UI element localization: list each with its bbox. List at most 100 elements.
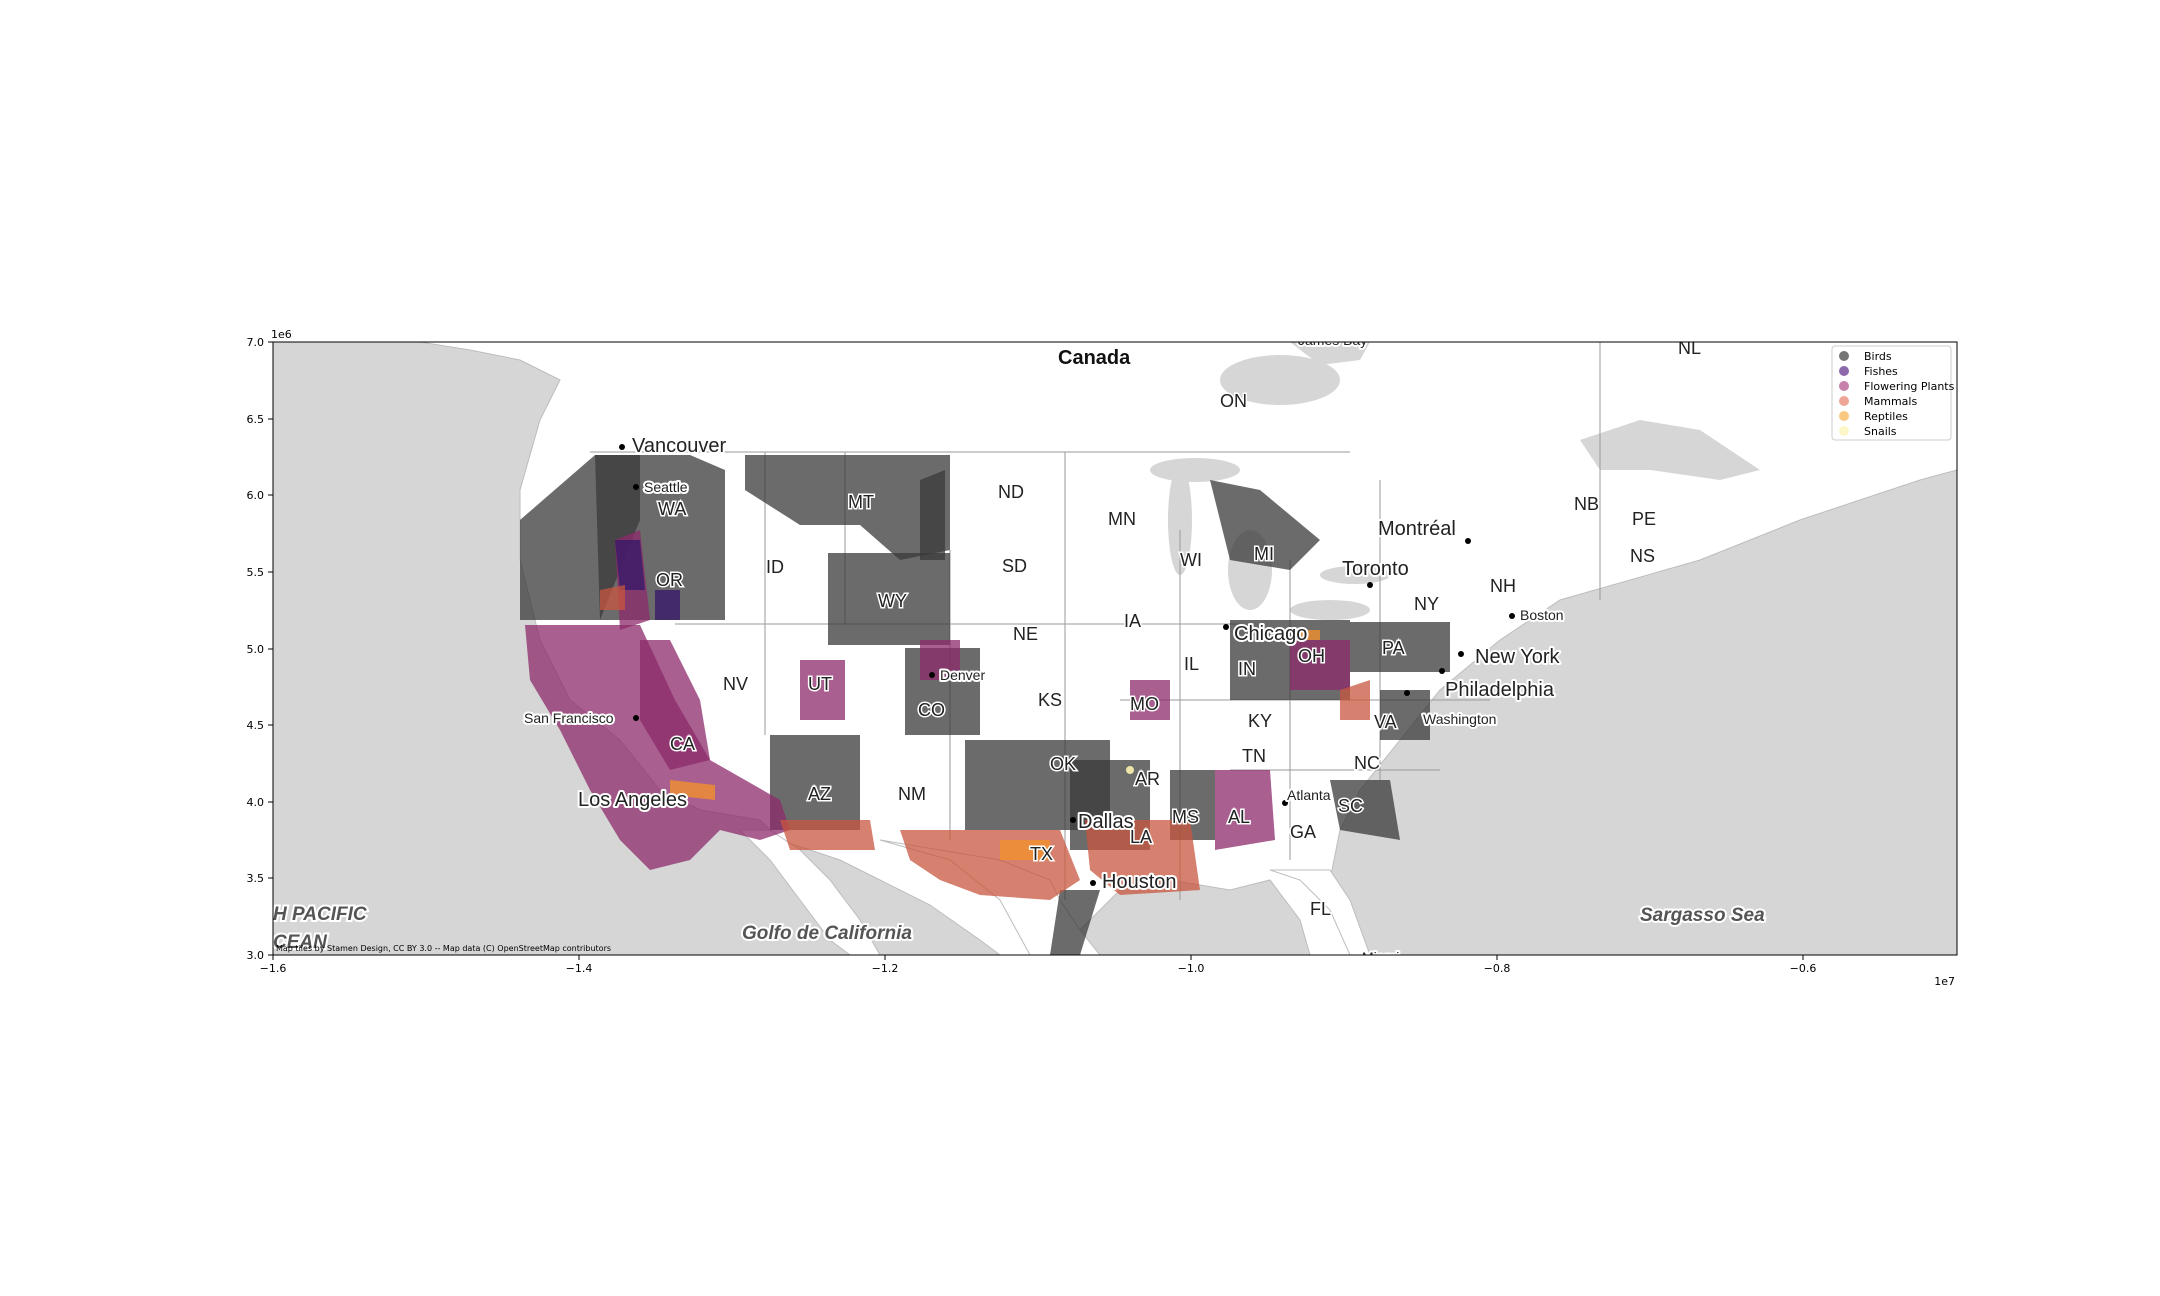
legend-items: Birds Fishes Flowering Plants Mammals Reptil…: [1839, 350, 1955, 438]
city-label-washington: Washington: [1423, 711, 1496, 727]
legend-marker-birds: [1839, 351, 1849, 361]
sea-label-golfo: Golfo de California: [742, 923, 912, 944]
state-label-ca: CA: [670, 734, 695, 754]
state-label-ut: UT: [808, 674, 832, 694]
james-bay: [1290, 342, 1370, 365]
y-exponent-label: 1e6: [271, 328, 292, 341]
sea-label-pacific-2: CEAN: [273, 932, 328, 953]
state-label-nd: ND: [998, 482, 1024, 502]
state-labels: WA OR CA ID NV UT AZ MT WY CO NM ND SD N…: [655, 338, 1703, 921]
country-label: Canada: [1058, 347, 1131, 369]
city-label-atlanta: Atlanta: [1287, 787, 1331, 803]
state-label-ms: MS: [1172, 807, 1199, 827]
state-label-ns: NS: [1630, 546, 1655, 566]
state-label-nh: NH: [1490, 576, 1516, 596]
y-tick-label: 7.0: [247, 336, 265, 349]
legend-marker-mammals: [1839, 396, 1849, 406]
state-label-mn: MN: [1108, 509, 1136, 529]
x-tick-label: −0.8: [1484, 962, 1511, 975]
attribution-text: Map tiles by Stamen Design, CC BY 3.0 --…: [276, 944, 611, 953]
partial-top-label: James Bay: [1298, 332, 1367, 348]
state-label-la: LA: [1130, 827, 1152, 847]
city-label-chicago: Chicago: [1234, 623, 1307, 645]
legend-label: Birds: [1864, 350, 1892, 363]
state-label-sc: SC: [1338, 796, 1363, 816]
legend-label: Snails: [1864, 425, 1897, 438]
state-label-mi: MI: [1254, 544, 1274, 564]
x-tick-label: −1.6: [260, 962, 287, 975]
city-label-seattle: Seattle: [644, 479, 688, 495]
state-label-id: ID: [766, 557, 784, 577]
state-label-wy: WY: [878, 591, 907, 611]
city-label-dallas: Dallas: [1078, 811, 1134, 833]
state-label-ia: IA: [1124, 611, 1141, 631]
series-fishes: [615, 540, 680, 620]
state-label-in: IN: [1238, 659, 1256, 679]
city-label-toronto: Toronto: [1342, 558, 1409, 580]
state-label-pa: PA: [1382, 638, 1405, 658]
city-label-montreal: Montréal: [1378, 518, 1456, 540]
city-label-miami: Miami: [1362, 949, 1399, 965]
state-label-nc: NC: [1354, 753, 1380, 773]
state-label-or: OR: [656, 570, 683, 590]
city-label-houston: Houston: [1102, 871, 1177, 893]
legend-box: [1831, 345, 1952, 441]
map-area: Canada James Bay H PACIFIC CEAN Golfo de…: [273, 332, 1957, 965]
state-label-nv: NV: [723, 674, 748, 694]
city-label-new-york: New York: [1475, 646, 1560, 668]
state-label-ks: KS: [1038, 690, 1062, 710]
state-label-ok: OK: [1050, 754, 1076, 774]
state-label-tn: TN: [1242, 746, 1266, 766]
sea-label-sargasso: Sargasso Sea: [1640, 905, 1765, 926]
city-markers: [619, 444, 1515, 886]
sea-label-pacific-1: H PACIFIC: [273, 904, 367, 925]
city-label-philadelphia: Philadelphia: [1445, 679, 1555, 701]
x-exponent-label: 1e7: [1934, 975, 1955, 988]
legend: Birds Fishes Flowering Plants Mammals Reptil…: [1831, 345, 1955, 441]
state-label-va: VA: [1374, 712, 1397, 732]
legend-label: Flowering Plants: [1864, 380, 1955, 393]
legend-marker-reptiles: [1839, 411, 1849, 421]
city-label-san-francisco: San Francisco: [524, 710, 614, 726]
state-label-tx: TX: [1030, 844, 1053, 864]
legend-marker-fishes: [1839, 366, 1849, 376]
city-label-los-angeles: Los Angeles: [578, 789, 687, 811]
x-tick-label: −1.0: [1178, 962, 1205, 975]
state-label-on: ON: [1220, 391, 1247, 411]
legend-label: Fishes: [1864, 365, 1898, 378]
x-axis: −1.6 −1.4 −1.2 −1.0 −0.8 −0.6 1e7: [260, 955, 1955, 988]
y-axis: 3.0 3.5 4.0 4.5 5.0 5.5 6.0 6.5 7.0 1e6: [247, 328, 292, 962]
y-tick-label: 4.5: [247, 719, 265, 732]
state-label-pe: PE: [1632, 509, 1656, 529]
state-label-sd: SD: [1002, 556, 1027, 576]
state-label-ne: NE: [1013, 624, 1038, 644]
x-tick-label: −0.6: [1790, 962, 1817, 975]
state-label-ky: KY: [1248, 711, 1272, 731]
state-label-fl: FL: [1310, 899, 1331, 919]
y-tick-label: 6.0: [247, 489, 265, 502]
y-tick-label: 6.5: [247, 413, 265, 426]
state-label-nm: NM: [898, 784, 926, 804]
y-tick-label: 4.0: [247, 796, 265, 809]
state-label-il: IL: [1184, 654, 1199, 674]
series-reptiles: [670, 630, 1320, 860]
city-label-denver: Denver: [940, 667, 985, 683]
state-label-nl: NL: [1678, 338, 1701, 358]
state-label-co: CO: [918, 700, 945, 720]
series-snails: [1126, 766, 1134, 774]
state-label-mt: MT: [848, 492, 874, 512]
state-label-al: AL: [1228, 807, 1250, 827]
state-label-ny: NY: [1414, 594, 1439, 614]
y-tick-label: 5.0: [247, 643, 265, 656]
state-label-nb: NB: [1574, 494, 1599, 514]
legend-label: Reptiles: [1864, 410, 1908, 423]
state-label-wi: WI: [1180, 550, 1202, 570]
gulf-st-lawrence: [1580, 420, 1760, 480]
state-label-oh: OH: [1298, 646, 1325, 666]
legend-marker-flowering-plants: [1839, 381, 1849, 391]
state-label-az: AZ: [808, 784, 831, 804]
y-tick-label: 3.0: [247, 949, 265, 962]
x-tick-label: −1.4: [566, 962, 593, 975]
x-tick-label: −1.2: [872, 962, 899, 975]
